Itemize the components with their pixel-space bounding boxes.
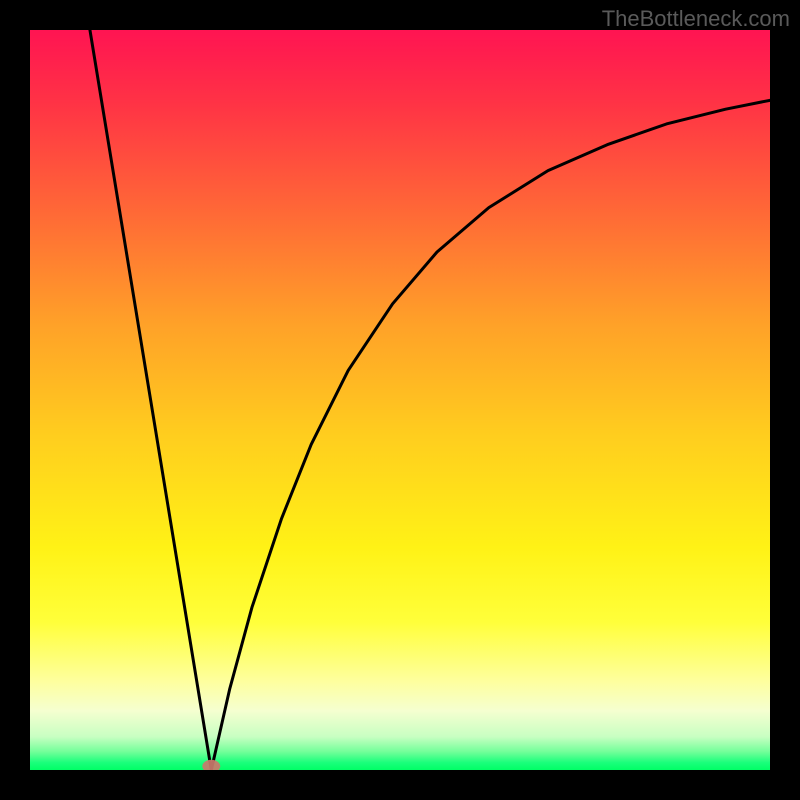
plot-area: [30, 30, 770, 770]
chart-canvas: TheBottleneck.com: [0, 0, 800, 800]
curve-layer: [30, 30, 770, 770]
watermark-text: TheBottleneck.com: [602, 6, 790, 32]
gradient-background: [30, 30, 770, 770]
